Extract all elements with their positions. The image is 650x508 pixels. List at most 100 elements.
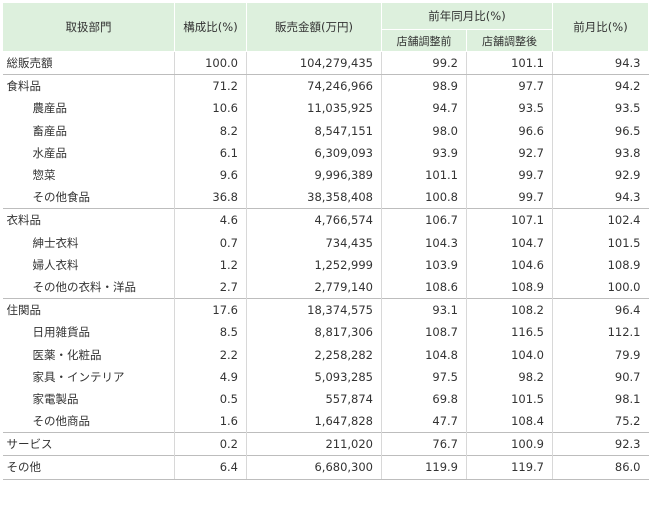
row-share: 8.5 [174, 321, 247, 344]
row-mom: 94.3 [552, 51, 649, 76]
row-share: 10.6 [174, 97, 247, 120]
row-sales: 2,258,282 [246, 343, 382, 366]
row-share: 0.7 [174, 231, 247, 254]
row-yoy-after: 107.1 [466, 208, 553, 232]
row-name: その他商品 [2, 410, 175, 433]
row-share: 6.1 [174, 141, 247, 164]
row-yoy-before: 93.9 [381, 141, 467, 164]
row-mom: 100.0 [607, 279, 641, 294]
row-yoy-after: 92.7 [466, 141, 553, 164]
row-name: 婦人衣料 [2, 253, 175, 276]
row-mom: 102.4 [552, 208, 649, 232]
row-mom: 96.4 [552, 298, 649, 322]
table-row: 家具・インテリア 4.9 5,093,285 97.5 98.2 90.7 [2, 365, 649, 388]
table-row: 総販売額 100.0 104,279,435 99.2 101.1 94.3 [2, 51, 649, 76]
table-row: 衣料品 4.6 4,766,574 106.7 107.1 102.4 [2, 208, 649, 232]
row-share: 36.8 [174, 186, 247, 209]
row-name: サービス [2, 432, 175, 456]
row-share: 2.2 [174, 343, 247, 366]
row-sales: 734,435 [246, 231, 382, 254]
table-row: 家電製品 0.5 557,874 69.8 101.5 98.1 [2, 387, 649, 410]
sales-table-container: 取扱部門 構成比(%) 販売金額(万円) 前年同月比(%) 前月比(%) 店舗調… [2, 2, 649, 480]
header-category: 取扱部門 [2, 2, 175, 52]
table-row: 水産品 6.1 6,309,093 93.9 92.7 93.8 [2, 141, 649, 164]
row-name: その他の衣料・洋品 [2, 275, 175, 299]
table-row: 畜産品 8.2 8,547,151 98.0 96.6 96.5 [2, 119, 649, 142]
row-yoy-before: 108.6 [381, 275, 467, 299]
row-name: 家具・インテリア [2, 365, 175, 388]
row-yoy-after: 99.7 [466, 163, 553, 187]
row-yoy-before: 93.1 [381, 298, 467, 322]
row-yoy-after: 99.7 [466, 186, 553, 209]
row-sales: 6,680,300 [246, 455, 382, 480]
header-yoy-before: 店舗調整前 [381, 29, 467, 52]
row-sales: 74,246,966 [246, 74, 382, 98]
row-yoy-before: 108.7 [381, 321, 467, 344]
row-name: 医薬・化粧品 [2, 343, 175, 366]
row-sales: 9,996,389 [246, 163, 382, 187]
row-mom: 108.9 [607, 257, 641, 272]
row-share: 0.2 [174, 432, 247, 456]
row-yoy-before: 104.3 [381, 231, 467, 254]
row-name: 日用雑貨品 [2, 321, 175, 344]
table-row: 農産品 10.6 11,035,925 94.7 93.5 93.5 [2, 97, 649, 120]
header-share: 構成比(%) [174, 2, 247, 52]
row-share: 9.6 [174, 163, 247, 187]
row-yoy-before: 98.9 [381, 74, 467, 98]
row-mom: 75.2 [614, 414, 641, 429]
row-name: 衣料品 [2, 208, 175, 232]
header-mom: 前月比(%) [552, 2, 649, 52]
row-name: 住関品 [2, 298, 175, 322]
row-mom: 94.3 [614, 190, 641, 205]
row-yoy-before: 98.0 [381, 119, 467, 142]
row-yoy-before: 94.7 [381, 97, 467, 120]
row-sales: 4,766,574 [246, 208, 382, 232]
row-sales: 38,358,408 [246, 186, 382, 209]
row-share: 100.0 [174, 51, 247, 76]
row-yoy-before: 47.7 [381, 410, 467, 433]
row-share: 1.2 [174, 253, 247, 276]
table-row: 日用雑貨品 8.5 8,817,306 108.7 116.5 112.1 [2, 321, 649, 344]
row-share: 2.7 [174, 275, 247, 299]
row-mom: 92.3 [552, 432, 649, 456]
row-yoy-after: 108.9 [466, 275, 553, 299]
row-yoy-after: 104.7 [466, 231, 553, 254]
row-yoy-before: 104.8 [381, 343, 467, 366]
table-row: その他商品 1.6 1,647,828 47.7 108.4 75.2 [2, 410, 649, 433]
row-yoy-after: 104.6 [466, 253, 553, 276]
row-share: 8.2 [174, 119, 247, 142]
row-yoy-after: 119.7 [466, 455, 553, 480]
table-row: 食料品 71.2 74,246,966 98.9 97.7 94.2 [2, 74, 649, 98]
table-row: 惣菜 9.6 9,996,389 101.1 99.7 92.9 [2, 163, 649, 187]
row-yoy-before: 97.5 [381, 365, 467, 388]
row-sales: 104,279,435 [246, 51, 382, 76]
row-yoy-after: 98.2 [466, 365, 553, 388]
row-share: 17.6 [174, 298, 247, 322]
row-yoy-before: 76.7 [381, 432, 467, 456]
row-yoy-after: 108.4 [466, 410, 553, 433]
row-sales: 5,093,285 [246, 365, 382, 388]
row-mom: 101.5 [607, 235, 641, 250]
row-name: 畜産品 [2, 119, 175, 142]
table-body: 総販売額 100.0 104,279,435 99.2 101.1 94.3 食… [2, 51, 649, 480]
row-share: 71.2 [174, 74, 247, 98]
row-yoy-before: 119.9 [381, 455, 467, 480]
row-yoy-after: 93.5 [466, 97, 553, 120]
table-row: 住関品 17.6 18,374,575 93.1 108.2 96.4 [2, 298, 649, 322]
row-mom: 96.5 [614, 123, 641, 138]
table-row: その他 6.4 6,680,300 119.9 119.7 86.0 [2, 455, 649, 480]
row-yoy-after: 97.7 [466, 74, 553, 98]
row-sales: 11,035,925 [246, 97, 382, 120]
row-yoy-before: 101.1 [381, 163, 467, 187]
row-mom: 94.2 [552, 74, 649, 98]
row-yoy-after: 101.5 [466, 387, 553, 410]
row-yoy-after: 96.6 [466, 119, 553, 142]
row-name: 家電製品 [2, 387, 175, 410]
row-name: 食料品 [2, 74, 175, 98]
row-yoy-before: 99.2 [381, 51, 467, 76]
row-yoy-before: 100.8 [381, 186, 467, 209]
row-yoy-before: 103.9 [381, 253, 467, 276]
table-row: 紳士衣料 0.7 734,435 104.3 104.7 101.5 [2, 231, 649, 254]
sales-table: 取扱部門 構成比(%) 販売金額(万円) 前年同月比(%) 前月比(%) 店舗調… [2, 2, 649, 480]
table-row: その他の衣料・洋品 2.7 2,779,140 108.6 108.9 100.… [2, 275, 649, 299]
